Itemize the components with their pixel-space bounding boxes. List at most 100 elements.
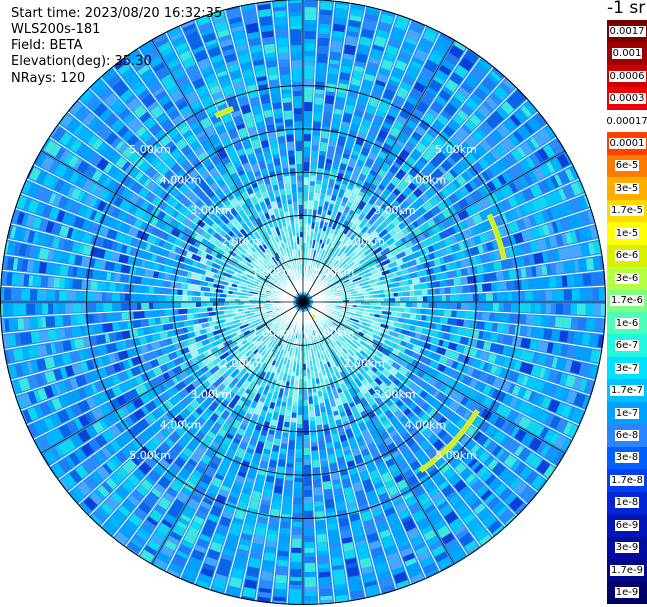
range-bin xyxy=(443,467,456,480)
range-bin xyxy=(545,303,551,314)
range-bin xyxy=(381,471,393,484)
range-bin xyxy=(396,390,406,400)
range-bin xyxy=(392,396,400,404)
range-bin xyxy=(390,316,399,322)
range-bin xyxy=(362,305,370,309)
range-bin xyxy=(351,374,358,380)
range-bin xyxy=(303,411,309,420)
range-bin xyxy=(335,144,344,155)
range-bin xyxy=(338,338,344,345)
range-bin xyxy=(303,363,307,370)
range-bin xyxy=(333,273,340,279)
range-bin xyxy=(340,215,346,221)
range-bin xyxy=(482,197,492,208)
range-bin xyxy=(546,208,554,221)
range-bin xyxy=(438,480,450,491)
range-bin xyxy=(345,170,353,177)
range-bin xyxy=(396,339,402,345)
range-bin xyxy=(404,37,417,46)
range-bin xyxy=(415,243,422,251)
range-bin xyxy=(353,237,359,243)
range-bin xyxy=(363,298,368,302)
range-bin xyxy=(321,349,326,356)
range-bin xyxy=(279,448,287,455)
range-bin xyxy=(349,14,362,22)
range-bin xyxy=(463,410,471,420)
range-bin xyxy=(480,470,493,482)
range-bin xyxy=(441,484,455,497)
range-bin xyxy=(558,387,566,400)
range-bin xyxy=(325,277,332,283)
range-bin xyxy=(433,389,440,398)
range-bin xyxy=(23,332,33,345)
range-bin xyxy=(153,302,160,309)
range-bin xyxy=(400,285,411,292)
range-bin xyxy=(346,201,353,209)
range-bin xyxy=(492,67,505,79)
range-bin xyxy=(486,363,493,373)
range-bin xyxy=(434,193,443,202)
range-bin xyxy=(97,313,103,323)
range-bin xyxy=(503,471,518,487)
range-bin xyxy=(403,469,415,480)
range-bin xyxy=(392,233,402,242)
range-bin xyxy=(435,323,443,331)
range-bin xyxy=(444,103,458,117)
range-bin xyxy=(454,525,466,536)
range-bin xyxy=(349,302,357,305)
range-bin xyxy=(207,317,212,322)
range-bin xyxy=(513,232,524,244)
range-bin xyxy=(379,415,387,423)
range-bin xyxy=(479,510,492,521)
range-bin xyxy=(348,193,357,204)
range-bin xyxy=(381,354,390,363)
range-bin xyxy=(341,274,348,279)
range-bin xyxy=(409,325,416,332)
range-bin xyxy=(336,357,342,365)
range-bin xyxy=(413,188,423,198)
range-bin xyxy=(419,239,430,249)
range-bin xyxy=(539,367,547,379)
range-bin xyxy=(409,366,420,375)
range-bin xyxy=(474,447,485,459)
range-bin xyxy=(313,264,318,271)
range-bin xyxy=(313,200,319,211)
range-bin xyxy=(325,498,335,509)
range-bin xyxy=(506,94,522,110)
range-bin xyxy=(363,142,372,150)
range-bin xyxy=(446,156,456,166)
range-bin xyxy=(376,461,385,468)
range-bin xyxy=(413,208,424,218)
range-bin xyxy=(562,389,570,402)
range-bin xyxy=(564,359,573,372)
range-bin xyxy=(441,324,452,333)
range-bin xyxy=(266,533,278,543)
range-bins xyxy=(0,0,606,605)
range-bin xyxy=(588,288,593,301)
range-bin xyxy=(388,382,397,391)
range-bin xyxy=(371,374,378,381)
range-bin xyxy=(375,238,386,247)
range-bin xyxy=(349,346,358,355)
range-bin xyxy=(358,271,365,277)
range-bin xyxy=(510,303,519,312)
range-bin xyxy=(40,276,49,288)
range-bin xyxy=(589,349,597,362)
range-bin xyxy=(409,313,417,320)
range-bin xyxy=(343,361,351,371)
range-bin xyxy=(348,355,357,365)
range-bin xyxy=(118,321,129,330)
range-bin xyxy=(38,261,47,274)
range-bin xyxy=(485,425,495,436)
range-bin xyxy=(417,340,426,348)
range-bin xyxy=(342,323,348,327)
range-bin xyxy=(366,408,374,416)
range-bin xyxy=(352,276,362,283)
range-bin xyxy=(303,399,308,406)
range-bin xyxy=(326,311,335,316)
range-bin xyxy=(193,313,199,319)
range-bin xyxy=(499,405,512,419)
range-bin xyxy=(442,396,453,407)
range-bin xyxy=(427,245,435,253)
